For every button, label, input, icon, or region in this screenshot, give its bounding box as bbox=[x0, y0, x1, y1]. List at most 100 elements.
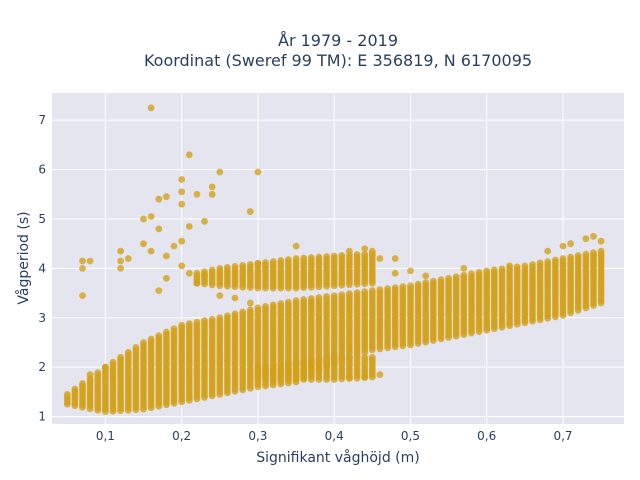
data-point bbox=[323, 354, 330, 362]
data-point bbox=[269, 258, 277, 265]
data-point bbox=[79, 380, 86, 387]
data-point bbox=[361, 250, 369, 258]
data-point bbox=[216, 292, 224, 299]
data-point bbox=[224, 264, 231, 271]
data-point bbox=[262, 303, 269, 310]
data-point bbox=[353, 353, 361, 361]
data-point bbox=[117, 247, 124, 255]
data-point bbox=[338, 252, 346, 259]
data-point bbox=[208, 190, 216, 198]
data-point bbox=[79, 292, 86, 299]
data-point bbox=[307, 295, 315, 302]
data-point bbox=[163, 328, 170, 336]
data-point bbox=[307, 356, 315, 364]
data-point bbox=[163, 252, 170, 260]
data-point bbox=[323, 253, 330, 260]
data-point bbox=[147, 213, 155, 220]
data-point bbox=[597, 247, 605, 255]
data-point bbox=[338, 353, 346, 361]
data-point bbox=[285, 256, 292, 263]
data-point bbox=[544, 247, 552, 255]
data-point bbox=[445, 274, 452, 282]
data-point bbox=[147, 335, 155, 343]
data-point bbox=[178, 188, 186, 196]
data-point bbox=[79, 265, 86, 272]
data-point bbox=[140, 215, 147, 223]
data-point bbox=[63, 391, 71, 398]
data-point bbox=[201, 218, 208, 225]
data-point bbox=[246, 208, 254, 216]
y-tick-label: 6 bbox=[38, 163, 46, 177]
data-point bbox=[437, 276, 445, 284]
data-point bbox=[292, 255, 300, 262]
chart-title-line2: Koordinat (Sweref 99 TM): E 356819, N 61… bbox=[144, 51, 532, 70]
data-point bbox=[315, 355, 323, 363]
data-point bbox=[346, 290, 353, 297]
data-point bbox=[506, 262, 513, 270]
data-point bbox=[231, 310, 239, 318]
data-point bbox=[338, 291, 346, 298]
data-point bbox=[391, 255, 399, 262]
data-point bbox=[86, 257, 94, 265]
data-point bbox=[117, 353, 124, 361]
data-point bbox=[292, 242, 300, 250]
data-point bbox=[597, 237, 605, 245]
data-point bbox=[124, 349, 132, 356]
data-point bbox=[246, 306, 254, 314]
data-point bbox=[582, 235, 590, 243]
data-point bbox=[353, 289, 361, 296]
data-point bbox=[147, 247, 155, 255]
data-point bbox=[224, 312, 231, 320]
data-point bbox=[262, 362, 269, 370]
data-point bbox=[361, 353, 369, 361]
data-point bbox=[246, 299, 254, 307]
data-point bbox=[422, 279, 430, 287]
data-point bbox=[552, 256, 559, 264]
data-point bbox=[269, 301, 277, 309]
data-point bbox=[94, 369, 102, 376]
data-point bbox=[147, 104, 155, 112]
data-point bbox=[475, 268, 483, 276]
data-point bbox=[513, 263, 521, 271]
data-point bbox=[155, 195, 163, 203]
data-point bbox=[193, 279, 201, 287]
data-point bbox=[376, 371, 384, 378]
data-point bbox=[269, 361, 277, 369]
data-point bbox=[452, 273, 460, 281]
data-point bbox=[361, 373, 369, 381]
data-point bbox=[391, 284, 399, 291]
data-point bbox=[330, 252, 338, 260]
data-point bbox=[460, 265, 468, 272]
data-point bbox=[178, 237, 186, 245]
data-point bbox=[79, 257, 86, 265]
grid-lines bbox=[52, 93, 624, 424]
data-point bbox=[315, 253, 323, 261]
data-point bbox=[124, 255, 132, 262]
data-point bbox=[361, 288, 369, 295]
data-point bbox=[163, 193, 170, 201]
data-point bbox=[239, 262, 247, 269]
data-point bbox=[277, 300, 285, 307]
data-point bbox=[193, 318, 201, 326]
data-point bbox=[117, 265, 124, 272]
x-tick-label: 0,1 bbox=[96, 429, 115, 443]
x-axis-title: Signifikant våghöjd (m) bbox=[256, 449, 419, 466]
data-point bbox=[330, 353, 338, 361]
data-point bbox=[384, 285, 391, 292]
data-point bbox=[239, 308, 247, 316]
data-point bbox=[231, 263, 239, 270]
data-point bbox=[460, 271, 468, 279]
data-point bbox=[155, 287, 163, 294]
data-point bbox=[163, 274, 170, 282]
data-point bbox=[254, 363, 262, 371]
y-tick-label: 3 bbox=[38, 311, 46, 325]
data-point bbox=[262, 259, 269, 266]
data-point bbox=[216, 314, 224, 322]
data-point bbox=[254, 260, 262, 267]
data-point bbox=[208, 315, 216, 323]
data-point bbox=[231, 294, 239, 302]
data-point bbox=[559, 255, 567, 262]
data-point bbox=[590, 249, 597, 256]
data-point bbox=[307, 254, 315, 261]
data-points bbox=[63, 104, 605, 415]
